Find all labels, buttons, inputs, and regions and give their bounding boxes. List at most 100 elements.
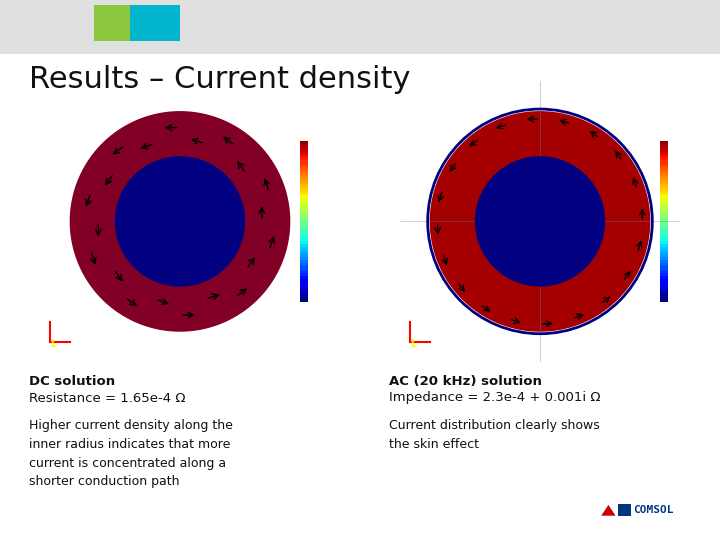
Bar xyxy=(300,199,308,202)
Polygon shape xyxy=(438,120,642,323)
Bar xyxy=(660,292,668,295)
Polygon shape xyxy=(105,146,255,296)
Polygon shape xyxy=(454,136,626,307)
Polygon shape xyxy=(72,113,288,329)
Polygon shape xyxy=(89,131,271,312)
Polygon shape xyxy=(457,139,623,304)
Bar xyxy=(300,299,308,302)
Bar xyxy=(300,218,308,221)
Polygon shape xyxy=(467,148,613,295)
Polygon shape xyxy=(446,127,634,315)
Bar xyxy=(300,234,308,238)
Bar xyxy=(300,144,308,147)
Bar xyxy=(300,157,308,160)
Bar xyxy=(660,260,668,263)
Polygon shape xyxy=(87,129,273,314)
Polygon shape xyxy=(444,125,636,318)
Bar xyxy=(300,202,308,205)
Polygon shape xyxy=(468,150,612,293)
Text: Higher current density along the
inner radius indicates that more
current is con: Higher current density along the inner r… xyxy=(29,418,233,489)
Bar xyxy=(300,244,308,247)
Bar xyxy=(660,177,668,180)
Polygon shape xyxy=(80,122,280,321)
Polygon shape xyxy=(462,143,618,300)
Bar xyxy=(660,170,668,173)
Bar xyxy=(300,263,308,266)
Polygon shape xyxy=(76,118,284,325)
Bar xyxy=(660,193,668,195)
Polygon shape xyxy=(76,117,284,326)
Polygon shape xyxy=(467,148,613,294)
Polygon shape xyxy=(111,152,249,291)
Polygon shape xyxy=(104,145,256,298)
Bar xyxy=(300,167,308,170)
Polygon shape xyxy=(435,116,645,327)
Bar xyxy=(660,180,668,183)
Polygon shape xyxy=(452,134,628,309)
Polygon shape xyxy=(455,137,625,306)
Polygon shape xyxy=(82,123,279,320)
Polygon shape xyxy=(71,113,289,330)
Bar xyxy=(300,141,308,144)
Polygon shape xyxy=(96,138,264,305)
Polygon shape xyxy=(442,123,638,320)
Polygon shape xyxy=(451,132,629,310)
Polygon shape xyxy=(433,115,647,328)
Polygon shape xyxy=(109,151,251,292)
Polygon shape xyxy=(473,155,607,288)
Bar xyxy=(618,504,631,516)
Polygon shape xyxy=(103,144,257,299)
Bar xyxy=(660,144,668,147)
Polygon shape xyxy=(451,133,629,310)
Bar xyxy=(660,244,668,247)
Polygon shape xyxy=(462,144,618,299)
Polygon shape xyxy=(431,112,649,331)
Polygon shape xyxy=(107,148,253,295)
Polygon shape xyxy=(458,140,622,303)
FancyBboxPatch shape xyxy=(94,5,144,40)
Bar xyxy=(300,147,308,151)
Bar xyxy=(300,273,308,276)
Polygon shape xyxy=(456,137,624,306)
Polygon shape xyxy=(474,156,606,287)
Polygon shape xyxy=(463,144,617,299)
Bar xyxy=(660,256,668,260)
Bar xyxy=(300,208,308,212)
Bar xyxy=(660,205,668,208)
Bar xyxy=(660,215,668,218)
Bar xyxy=(300,238,308,241)
Polygon shape xyxy=(85,126,275,316)
Polygon shape xyxy=(464,145,616,298)
Bar xyxy=(300,276,308,279)
Bar xyxy=(300,282,308,286)
Bar xyxy=(300,253,308,256)
Polygon shape xyxy=(81,123,279,320)
Polygon shape xyxy=(99,140,261,302)
Bar xyxy=(660,218,668,221)
Polygon shape xyxy=(96,137,264,306)
Polygon shape xyxy=(101,142,259,301)
Polygon shape xyxy=(88,129,272,314)
Polygon shape xyxy=(470,152,610,291)
Bar xyxy=(300,193,308,195)
Polygon shape xyxy=(456,138,624,305)
Bar xyxy=(300,177,308,180)
Text: DC solution: DC solution xyxy=(29,375,115,388)
Bar xyxy=(660,141,668,144)
Bar xyxy=(300,225,308,228)
Bar xyxy=(300,231,308,234)
Polygon shape xyxy=(100,141,260,302)
Polygon shape xyxy=(448,129,632,314)
Bar xyxy=(660,221,668,225)
Polygon shape xyxy=(446,127,634,316)
FancyBboxPatch shape xyxy=(0,0,720,54)
Polygon shape xyxy=(86,127,274,316)
Polygon shape xyxy=(441,123,639,320)
Polygon shape xyxy=(474,156,606,287)
Polygon shape xyxy=(104,146,256,297)
Bar xyxy=(300,180,308,183)
Polygon shape xyxy=(91,133,269,310)
Bar xyxy=(300,215,308,218)
Bar xyxy=(660,286,668,289)
Polygon shape xyxy=(453,134,627,308)
